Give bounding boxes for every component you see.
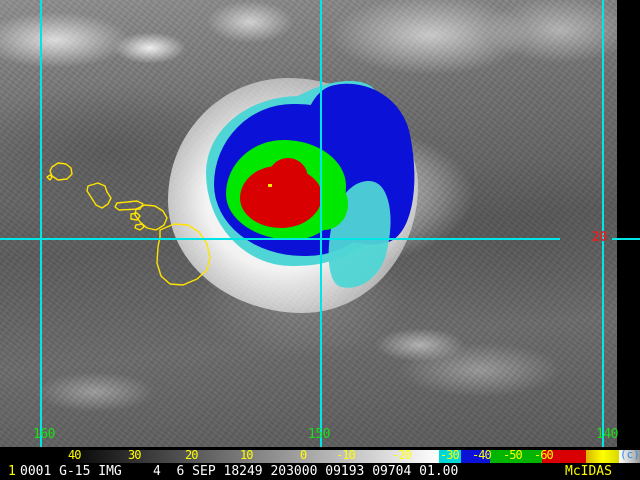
copyright-mark: (c) [620, 448, 640, 461]
colorbar-tick-m20: -20 [392, 448, 412, 462]
hawaiian-islands-coastline [46, 162, 211, 286]
frame-index-label: 1 [8, 464, 16, 479]
colorbar-tick-0: 0 [300, 448, 307, 462]
colorbar-segment-grayscale [62, 450, 439, 463]
colorbar-tick-10: 10 [240, 448, 253, 462]
gridline-longitude-140 [602, 0, 604, 447]
colorbar-segment-white [619, 450, 640, 463]
colorbar-tick-m50: -50 [503, 448, 523, 462]
temperature-colorbar[interactable] [62, 450, 640, 463]
colorbar-tick-20: 20 [185, 448, 198, 462]
colorbar-tick-m60: -60 [534, 448, 554, 462]
longitude-label-160: 160 [33, 427, 55, 442]
colorbar-tick-30: 30 [128, 448, 141, 462]
island-molokai [114, 200, 144, 211]
colorbar-segment-green [490, 450, 542, 463]
storm-eye-marker [268, 184, 272, 187]
colorbar-tick-40: 40 [68, 448, 81, 462]
gridline-latitude-20-east [612, 238, 640, 240]
storm-red-core-north [268, 158, 308, 198]
island-oahu [86, 182, 112, 209]
gridline-longitude-150 [320, 0, 322, 447]
colorbar-tick-m40: -40 [472, 448, 492, 462]
status-text-line: 0001 G-15 IMG 4 6 SEP 18249 203000 09193… [20, 464, 459, 479]
gridline-latitude-20-west [0, 238, 560, 240]
colorbar-segment-cyan [439, 450, 461, 463]
longitude-label-150: 150 [308, 427, 330, 442]
latitude-label-20: 20 [592, 230, 607, 245]
bottom-info-panel: 40 30 20 10 0 -10 -20 -30 -40 -50 -60 (c… [0, 447, 640, 480]
island-kahoolawe [134, 223, 145, 231]
island-niihau [46, 174, 53, 181]
colorbar-segment-red [542, 450, 586, 463]
island-kauai [49, 162, 73, 181]
island-hawaii [156, 223, 211, 286]
island-maui [134, 204, 168, 231]
colorbar-segment-blue [461, 450, 490, 463]
colorbar-tick-m10: -10 [336, 448, 356, 462]
longitude-label-140: 140 [596, 427, 618, 442]
gridline-longitude-160 [40, 0, 42, 447]
image-right-margin [617, 0, 640, 447]
colorbar-tick-m30: -30 [440, 448, 460, 462]
colorbar-segment-yellow [586, 450, 619, 463]
satellite-image-canvas[interactable] [0, 0, 617, 447]
mcidas-brand-label: McIDAS [565, 464, 612, 479]
